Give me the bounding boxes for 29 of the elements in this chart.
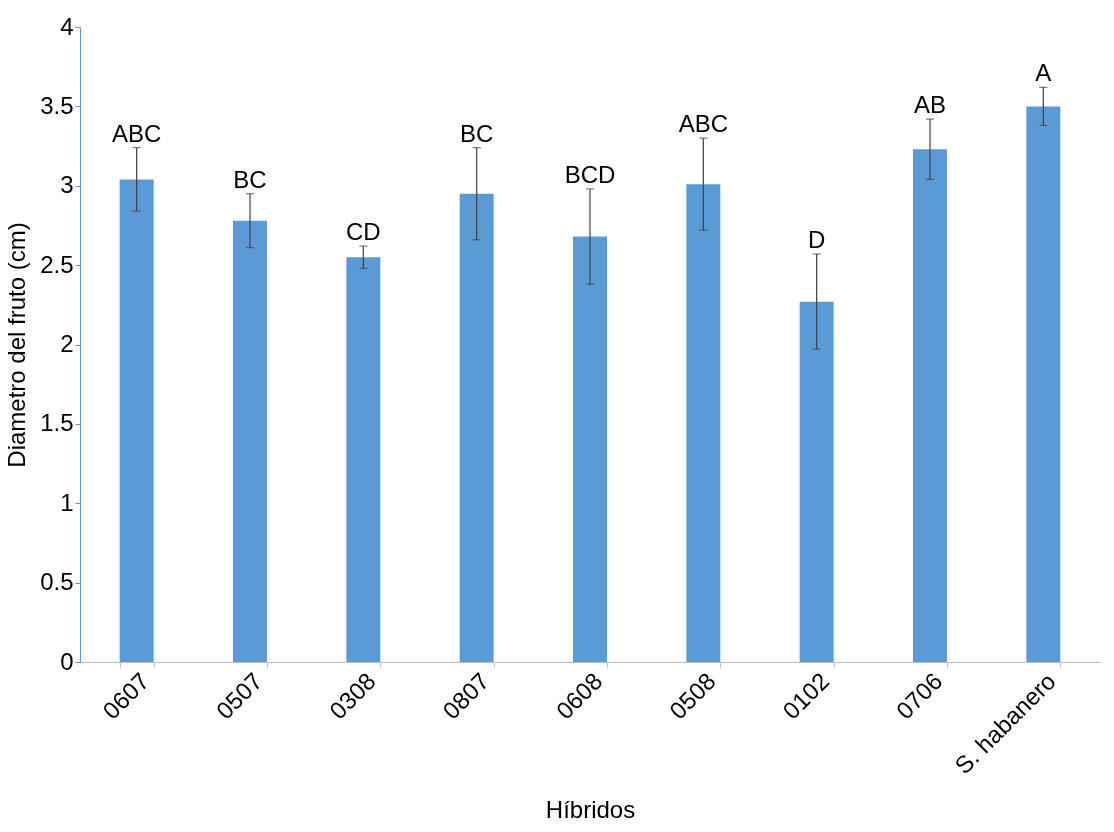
x-axis-title: Híbridos [545, 795, 636, 823]
data-label: ABC [678, 110, 729, 138]
y-tick-label: 0 [60, 647, 74, 675]
data-label: ABC [111, 119, 162, 147]
y-tick-label: 4 [60, 12, 74, 40]
y-tick-label: 0.5 [40, 568, 74, 596]
data-label: CD [346, 218, 381, 246]
y-tick-label: 3.5 [40, 91, 74, 119]
data-label: AB [913, 91, 947, 119]
y-axis-title: Diametro del fruto (cm) [3, 222, 31, 468]
data-label: A [1035, 59, 1052, 87]
bar [573, 236, 607, 662]
bar [686, 184, 721, 662]
y-tick-label: 1 [60, 488, 74, 516]
bar [119, 179, 154, 662]
y-tick-label: 2 [60, 330, 74, 357]
y-tick-label: 2.5 [40, 250, 74, 278]
data-label: D [807, 226, 826, 254]
data-label: BC [459, 119, 494, 147]
bar [913, 149, 947, 662]
bar [233, 220, 267, 662]
data-label: BCD [564, 160, 616, 188]
y-tick-label: 1.5 [40, 409, 74, 437]
y-tick-label: 3 [60, 171, 74, 199]
bar [346, 257, 381, 662]
bar [459, 193, 494, 662]
data-label: BC [233, 165, 267, 193]
bar [799, 301, 834, 662]
bar [1026, 106, 1061, 662]
